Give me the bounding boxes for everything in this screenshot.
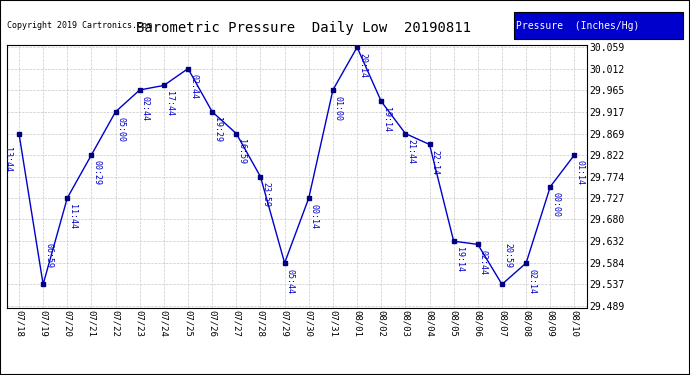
Text: 00:00: 00:00 — [551, 192, 560, 217]
Text: 00:14: 00:14 — [310, 204, 319, 229]
Text: 20:14: 20:14 — [358, 53, 367, 78]
Text: 22:14: 22:14 — [431, 150, 440, 175]
Text: 21:44: 21:44 — [406, 139, 415, 164]
Text: 02:44: 02:44 — [479, 250, 488, 275]
Text: 17:44: 17:44 — [165, 91, 174, 116]
Text: 02:14: 02:14 — [527, 268, 536, 294]
Text: 20:59: 20:59 — [503, 243, 512, 268]
Text: 01:14: 01:14 — [575, 160, 584, 186]
Text: Copyright 2019 Cartronics.com: Copyright 2019 Cartronics.com — [7, 21, 152, 30]
Text: 02:44: 02:44 — [141, 96, 150, 120]
Text: 05:00: 05:00 — [117, 117, 126, 142]
Text: 01:00: 01:00 — [334, 96, 343, 120]
Text: 11:44: 11:44 — [68, 204, 77, 229]
Text: 13:44: 13:44 — [3, 147, 12, 172]
Text: 00:29: 00:29 — [92, 160, 101, 186]
Text: 23:59: 23:59 — [262, 182, 270, 207]
Text: 16:59: 16:59 — [237, 139, 246, 164]
Text: 05:44: 05:44 — [286, 268, 295, 294]
Text: 19:14: 19:14 — [455, 247, 464, 272]
Text: 19:29: 19:29 — [213, 117, 222, 142]
Text: Pressure  (Inches/Hg): Pressure (Inches/Hg) — [516, 21, 640, 31]
Text: 19:14: 19:14 — [382, 107, 391, 132]
Text: Barometric Pressure  Daily Low  20190811: Barometric Pressure Daily Low 20190811 — [136, 21, 471, 34]
Text: 06:59: 06:59 — [44, 243, 53, 268]
Text: 02:44: 02:44 — [189, 74, 198, 99]
